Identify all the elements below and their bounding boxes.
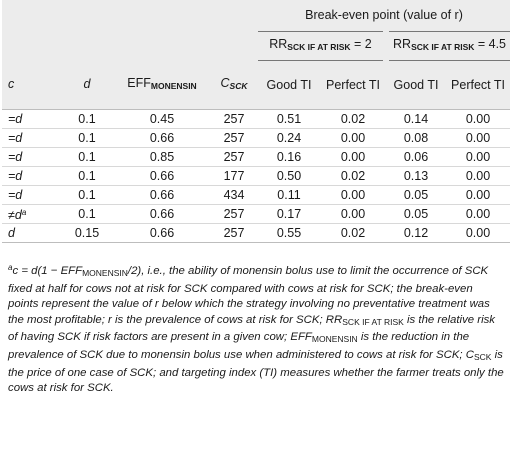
table-row: =d 0.1 0.66 434 0.11 0.00 0.05 0.00 <box>2 185 511 205</box>
table-row: =d 0.1 0.66 177 0.50 0.02 0.13 0.00 <box>2 166 511 186</box>
rr-header-2: RRSCK IF AT RISK = 2 <box>258 31 386 61</box>
table-row: d 0.15 0.66 257 0.55 0.02 0.12 0.00 <box>2 223 511 243</box>
table-row: =d 0.1 0.45 257 0.51 0.02 0.14 0.00 <box>2 109 511 129</box>
col-header-d: d <box>83 77 91 92</box>
col-header-good-ti-1: Good TI <box>266 77 312 92</box>
col-header-c: c <box>8 77 15 92</box>
break-even-table: Break-even point (value of r) RRSCK IF A… <box>2 0 511 243</box>
col-header-good-ti-2: Good TI <box>393 77 439 92</box>
table-row: =d 0.1 0.85 257 0.16 0.00 0.06 0.00 <box>2 147 511 167</box>
rr-header-4-5: RRSCK IF AT RISK = 4.5 <box>382 31 511 61</box>
table-footnote: ac = d(1 − EFFMONENSIN/2), i.e., the abi… <box>8 263 504 395</box>
col-header-perfect-ti-1: Perfect TI <box>326 77 380 92</box>
col-header-eff: EFFMONENSIN <box>127 75 197 91</box>
col-header-csck: CSCK <box>220 75 248 91</box>
table-row: ≠da 0.1 0.66 257 0.17 0.00 0.05 0.00 <box>2 204 511 224</box>
header-row-rr: RRSCK IF AT RISK = 2 RRSCK IF AT RISK = … <box>2 31 511 61</box>
header-row-group: Break-even point (value of r) <box>2 0 511 32</box>
break-even-header: Break-even point (value of r) <box>258 0 511 32</box>
col-header-perfect-ti-2: Perfect TI <box>451 77 505 92</box>
header-row-columns: c d EFFMONENSIN CSCK Good TI Perfect TI … <box>2 60 511 110</box>
table-row: =d 0.1 0.66 257 0.24 0.00 0.08 0.00 <box>2 128 511 148</box>
